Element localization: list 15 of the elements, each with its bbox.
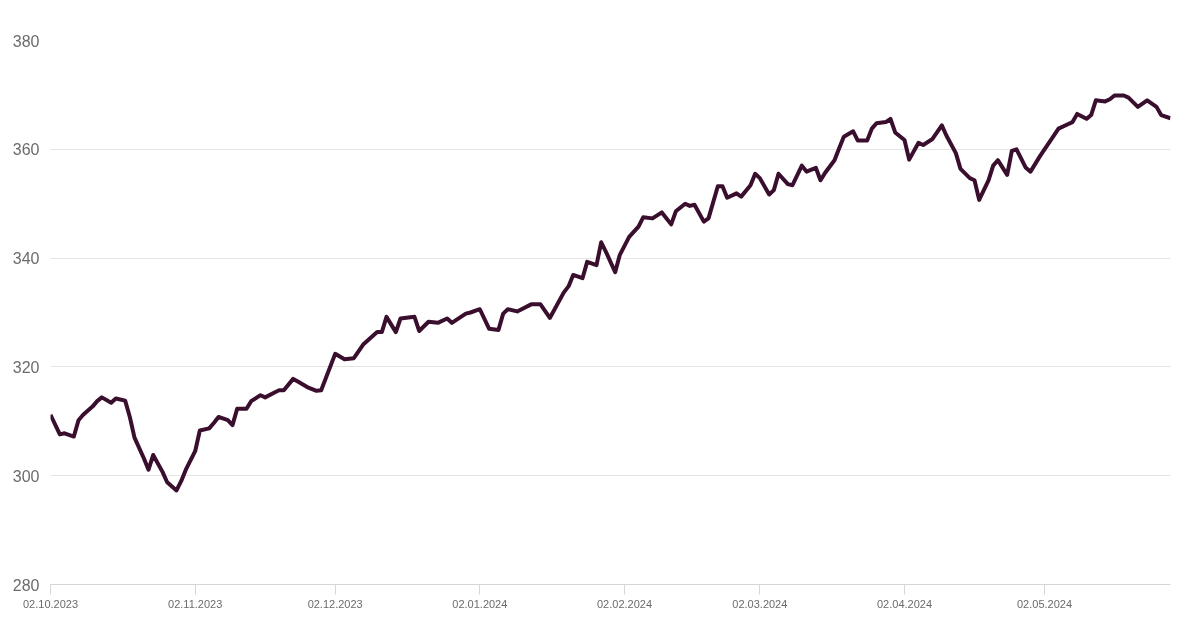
y-tick-label: 320 <box>12 358 40 376</box>
y-tick-label: 360 <box>12 141 40 159</box>
line-series <box>50 93 1171 493</box>
x-tick-label: 02.01.2024 <box>452 597 508 610</box>
y-tick-label: 340 <box>12 250 40 268</box>
x-tick-label: 02.10.2023 <box>22 597 79 610</box>
x-tick-label: 02.11.2023 <box>168 597 223 610</box>
y-tick-label: 300 <box>12 467 40 485</box>
x-tick-label: 02.02.2024 <box>596 597 653 610</box>
y-tick-label: 380 <box>12 32 40 50</box>
y-tick-label: 280 <box>12 576 40 594</box>
x-tick-label: 02.12.2023 <box>307 597 363 610</box>
x-tick-label: 02.05.2024 <box>1016 597 1073 610</box>
x-tick-label: 02.04.2024 <box>876 597 933 610</box>
x-tick-label: 02.03.2024 <box>732 597 788 610</box>
